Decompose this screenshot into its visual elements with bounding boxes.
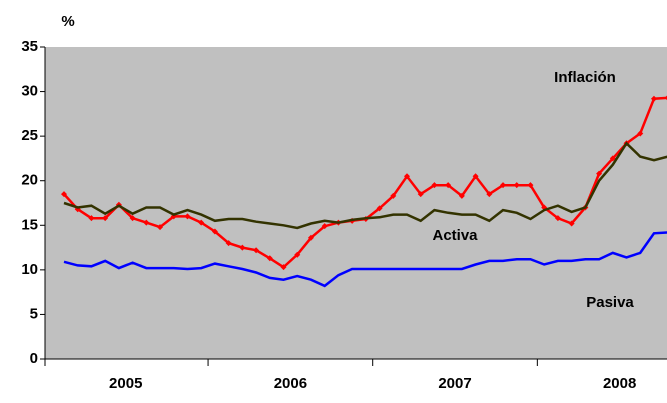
point: [513, 182, 520, 189]
point: [143, 219, 150, 226]
point: [376, 205, 383, 212]
plot-area: [45, 47, 667, 359]
series-line: [63, 141, 667, 230]
point: [280, 264, 287, 271]
point: [609, 155, 616, 162]
point: [404, 173, 410, 180]
y-tick-label: 5: [30, 305, 38, 322]
point: [157, 224, 164, 231]
x-tick-label: 2006: [274, 375, 307, 392]
point: [129, 215, 136, 222]
y-tick-label: 10: [21, 261, 38, 278]
point: [650, 95, 657, 102]
series-label: Inflación: [554, 69, 616, 86]
x-tick-label: 2005: [109, 375, 142, 392]
x-tick-label: 2007: [438, 375, 471, 392]
point: [431, 182, 438, 189]
point: [321, 223, 328, 230]
point: [568, 220, 575, 227]
point: [61, 191, 67, 198]
point: [596, 170, 603, 177]
point: [239, 244, 246, 251]
y-tick-label: 30: [21, 83, 38, 100]
y-tick-label: 15: [21, 216, 38, 233]
point: [88, 215, 95, 222]
point: [266, 255, 273, 262]
point: [472, 173, 479, 180]
point: [211, 228, 218, 235]
point: [307, 234, 314, 241]
point: [294, 251, 301, 258]
y-axis-label: %: [61, 13, 74, 30]
series-label: Pasiva: [586, 294, 634, 311]
y-tick-label: 35: [21, 38, 38, 55]
point: [102, 215, 109, 222]
point: [417, 191, 424, 198]
point: [198, 219, 205, 226]
point: [554, 215, 561, 222]
point: [445, 182, 452, 189]
point: [225, 240, 232, 247]
point: [500, 182, 507, 189]
point: [458, 192, 465, 199]
series-line: [63, 231, 667, 288]
series-label: Activa: [432, 227, 478, 244]
point: [390, 192, 397, 199]
point: [664, 95, 667, 101]
point: [527, 182, 534, 189]
point: [486, 191, 493, 198]
point: [253, 247, 260, 254]
point: [184, 213, 191, 220]
x-tick-label: 2008: [603, 375, 636, 392]
y-tick-label: 20: [21, 172, 38, 189]
y-tick-label: 0: [30, 350, 38, 367]
point: [637, 130, 644, 137]
y-tick-label: 25: [21, 127, 38, 144]
